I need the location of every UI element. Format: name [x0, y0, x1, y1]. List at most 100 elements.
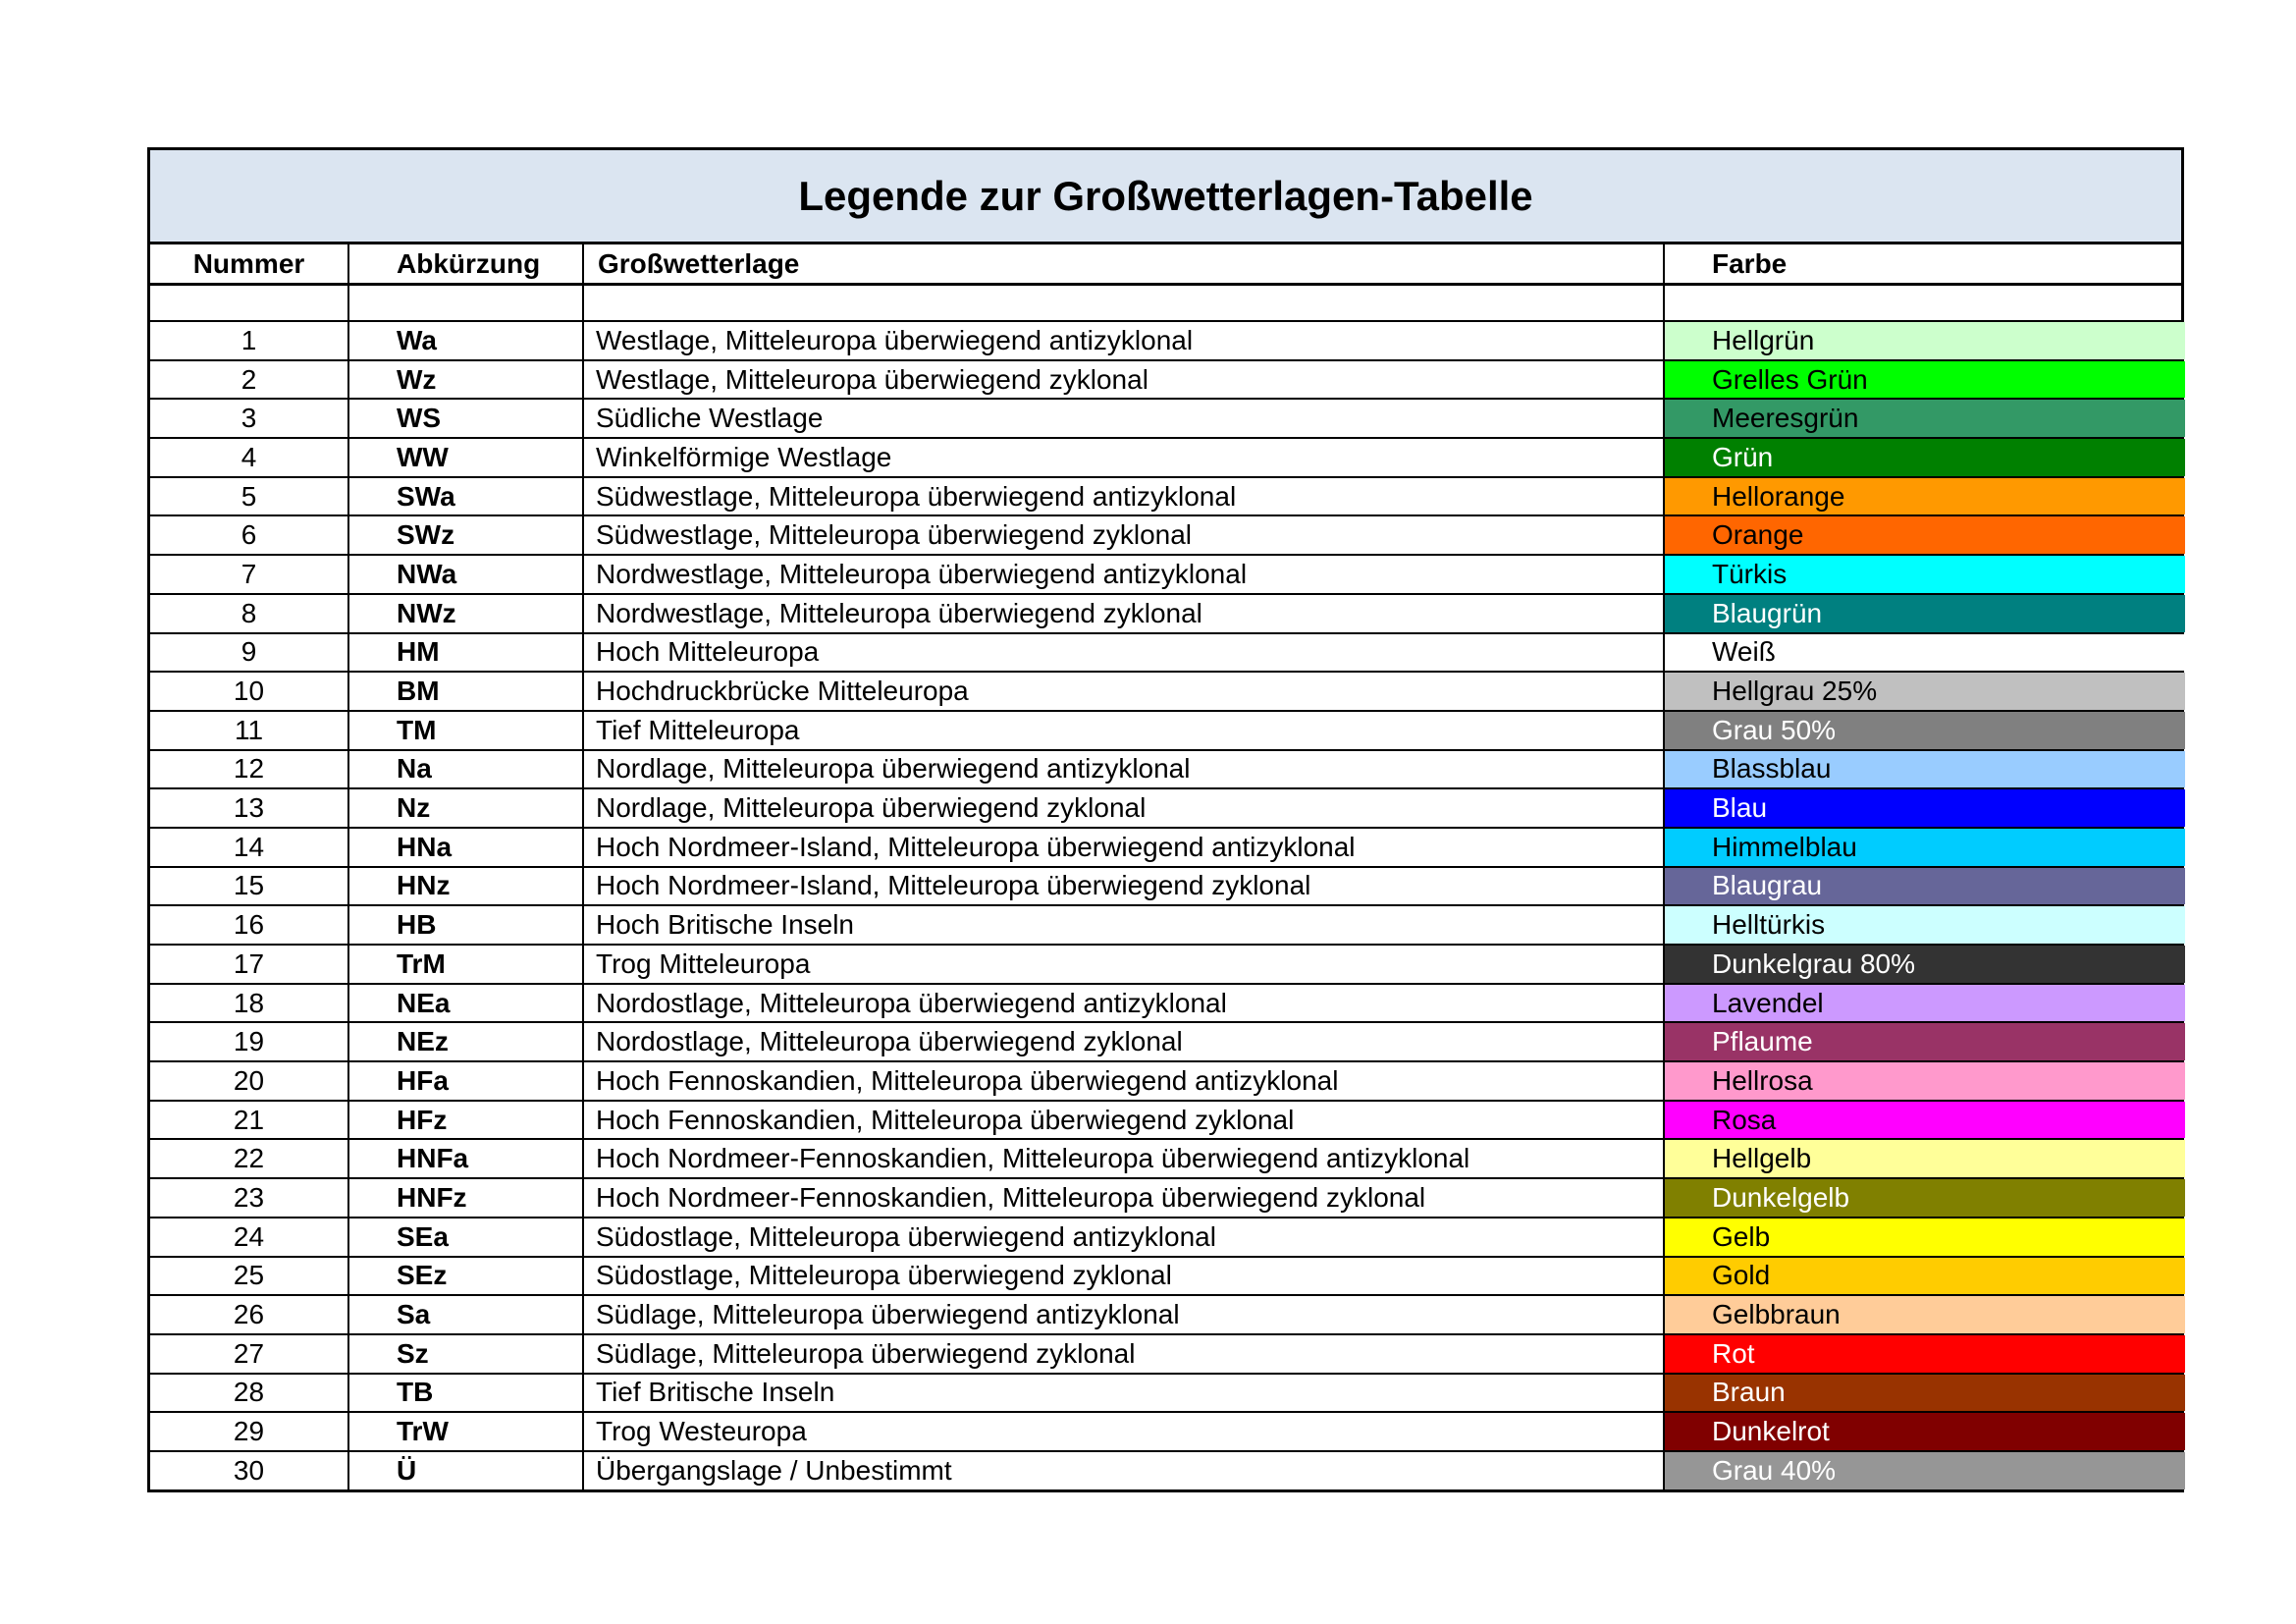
- weather-pattern-cell: Hoch Fennoskandien, Mitteleuropa überwie…: [584, 1062, 1665, 1100]
- column-header-grosswetterlage: Großwetterlage: [584, 244, 1665, 283]
- abbreviation-cell: Sa: [349, 1296, 584, 1333]
- color-swatch-cell: Gelbbraun: [1665, 1296, 2185, 1333]
- row-number-cell: 11: [150, 711, 349, 749]
- column-header-abkuerzung: Abkürzung: [349, 244, 584, 283]
- abbreviation-cell: NEz: [349, 1023, 584, 1061]
- row-number-cell: 13: [150, 789, 349, 827]
- color-swatch-cell: Helltürkis: [1665, 906, 2185, 944]
- abbreviation-cell: HNa: [349, 828, 584, 866]
- table-row: 27 Sz Südlage, Mitteleuropa überwiegend …: [150, 1332, 2185, 1373]
- color-swatch-cell: Hellorange: [1665, 477, 2185, 515]
- row-number-cell: 27: [150, 1334, 349, 1373]
- table-row: 8 NWz Nordwestlage, Mitteleuropa überwie…: [150, 592, 2185, 632]
- abbreviation-cell: SWa: [349, 477, 584, 515]
- weather-pattern-cell: Tief Britische Inseln: [584, 1374, 1665, 1412]
- table-row: 29 TrW Trog Westeuropa Dunkelrot: [150, 1411, 2185, 1450]
- weather-pattern-cell: Hoch Nordmeer-Fennoskandien, Mitteleurop…: [584, 1179, 1665, 1217]
- abbreviation-cell: HNFz: [349, 1179, 584, 1217]
- abbreviation-cell: TrW: [349, 1413, 584, 1450]
- row-number-cell: 30: [150, 1451, 349, 1489]
- row-number-cell: 15: [150, 867, 349, 905]
- abbreviation-cell: HNz: [349, 867, 584, 905]
- color-swatch-cell: Hellgrau 25%: [1665, 673, 2185, 710]
- table-row: 12 Na Nordlage, Mitteleuropa überwiegend…: [150, 748, 2185, 788]
- row-number-cell: 29: [150, 1413, 349, 1450]
- color-swatch-cell: Weiß: [1665, 633, 2185, 672]
- row-number-cell: 16: [150, 906, 349, 944]
- row-number-cell: 3: [150, 400, 349, 438]
- weather-pattern-cell: Hoch Britische Inseln: [584, 906, 1665, 944]
- row-number-cell: 4: [150, 439, 349, 476]
- column-header-farbe: Farbe: [1712, 247, 1788, 279]
- table-row: 30 Ü Übergangslage / Unbestimmt Grau 40%: [150, 1449, 2185, 1489]
- color-swatch-cell: Grau 40%: [1665, 1451, 2185, 1489]
- weather-pattern-cell: Hoch Nordmeer-Island, Mitteleuropa überw…: [584, 867, 1665, 905]
- abbreviation-cell: Wz: [349, 360, 584, 399]
- row-number-cell: 14: [150, 828, 349, 866]
- weather-pattern-cell: Trog Westeuropa: [584, 1413, 1665, 1450]
- color-swatch-cell: Grün: [1665, 439, 2185, 476]
- abbreviation-cell: Na: [349, 750, 584, 788]
- abbreviation-cell: HNFa: [349, 1140, 584, 1178]
- table-row: 17 TrM Trog Mitteleuropa Dunkelgrau 80%: [150, 944, 2185, 983]
- abbreviation-cell: HM: [349, 633, 584, 672]
- color-swatch-cell: Blaugrau: [1665, 867, 2185, 905]
- table-row: 6 SWz Südwestlage, Mitteleuropa überwieg…: [150, 514, 2185, 555]
- color-swatch-cell: Blaugrün: [1665, 594, 2185, 632]
- weather-pattern-cell: Hoch Fennoskandien, Mitteleuropa überwie…: [584, 1101, 1665, 1139]
- empty-cell: [584, 286, 1665, 320]
- table-row: 15 HNz Hoch Nordmeer-Island, Mitteleurop…: [150, 865, 2185, 905]
- color-swatch-cell: Blassblau: [1665, 750, 2185, 788]
- weather-pattern-cell: Südlage, Mitteleuropa überwiegend antizy…: [584, 1296, 1665, 1333]
- table-row: 9 HM Hoch Mitteleuropa Weiß: [150, 631, 2185, 672]
- row-number-cell: 25: [150, 1257, 349, 1295]
- column-header-nummer: Nummer: [150, 244, 349, 283]
- row-number-cell: 9: [150, 633, 349, 672]
- weather-pattern-cell: Westlage, Mitteleuropa überwiegend zyklo…: [584, 360, 1665, 399]
- table-row: 16 HB Hoch Britische Inseln Helltürkis: [150, 904, 2185, 944]
- weather-pattern-cell: Übergangslage / Unbestimmt: [584, 1451, 1665, 1489]
- weather-pattern-cell: Südostlage, Mitteleuropa überwiegend zyk…: [584, 1257, 1665, 1295]
- weather-pattern-cell: Hochdruckbrücke Mitteleuropa: [584, 673, 1665, 710]
- abbreviation-cell: HB: [349, 906, 584, 944]
- color-swatch-cell: Dunkelrot: [1665, 1413, 2185, 1450]
- color-swatch-cell: Hellgelb: [1665, 1140, 2185, 1178]
- abbreviation-cell: WW: [349, 439, 584, 476]
- abbreviation-cell: HFz: [349, 1101, 584, 1139]
- table-row: 5 SWa Südwestlage, Mitteleuropa überwieg…: [150, 475, 2185, 515]
- row-number-cell: 6: [150, 516, 349, 555]
- table-row: 21 HFz Hoch Fennoskandien, Mitteleuropa …: [150, 1099, 2185, 1139]
- color-swatch-cell: Orange: [1665, 516, 2185, 555]
- table-row: 23 HNFz Hoch Nordmeer-Fennoskandien, Mit…: [150, 1177, 2185, 1217]
- row-number-cell: 20: [150, 1062, 349, 1100]
- row-number-cell: 19: [150, 1023, 349, 1061]
- color-swatch-cell: Blau: [1665, 789, 2185, 827]
- weather-pattern-cell: Tief Mitteleuropa: [584, 711, 1665, 749]
- color-swatch-cell: Dunkelgrau 80%: [1665, 946, 2185, 983]
- empty-row: [150, 283, 2181, 320]
- abbreviation-cell: BM: [349, 673, 584, 710]
- weather-pattern-cell: Nordwestlage, Mitteleuropa überwiegend z…: [584, 594, 1665, 632]
- abbreviation-cell: NEa: [349, 984, 584, 1022]
- table-row: 20 HFa Hoch Fennoskandien, Mitteleuropa …: [150, 1060, 2185, 1100]
- row-number-cell: 28: [150, 1374, 349, 1412]
- abbreviation-cell: NWz: [349, 594, 584, 632]
- table-row: 26 Sa Südlage, Mitteleuropa überwiegend …: [150, 1294, 2185, 1333]
- abbreviation-cell: WS: [349, 400, 584, 438]
- table-row: 7 NWa Nordwestlage, Mitteleuropa überwie…: [150, 554, 2185, 593]
- abbreviation-cell: Wa: [349, 322, 584, 359]
- row-number-cell: 22: [150, 1140, 349, 1178]
- table-row: 25 SEz Südostlage, Mitteleuropa überwieg…: [150, 1255, 2185, 1295]
- weather-pattern-cell: Hoch Nordmeer-Island, Mitteleuropa überw…: [584, 828, 1665, 866]
- abbreviation-cell: TrM: [349, 946, 584, 983]
- abbreviation-cell: TM: [349, 711, 584, 749]
- row-number-cell: 17: [150, 946, 349, 983]
- weather-pattern-cell: Hoch Mitteleuropa: [584, 633, 1665, 672]
- abbreviation-cell: Nz: [349, 789, 584, 827]
- color-swatch-cell: Meeresgrün: [1665, 400, 2185, 438]
- weather-pattern-cell: Südwestlage, Mitteleuropa überwiegend an…: [584, 477, 1665, 515]
- weather-pattern-cell: Südostlage, Mitteleuropa überwiegend ant…: [584, 1218, 1665, 1256]
- color-swatch-cell: Dunkelgelb: [1665, 1179, 2185, 1217]
- weather-pattern-cell: Nordostlage, Mitteleuropa überwiegend an…: [584, 984, 1665, 1022]
- weather-pattern-cell: Winkelförmige Westlage: [584, 439, 1665, 476]
